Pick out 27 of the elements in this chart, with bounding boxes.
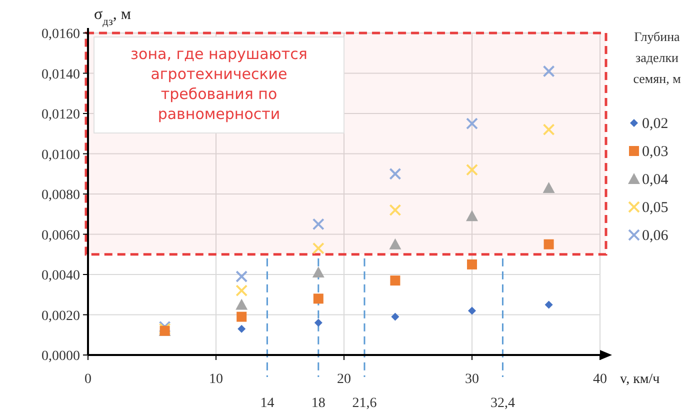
y-axis-title: σ$_{дз}$, м [94,6,131,28]
y-tick-label: 0,0140 [42,67,80,82]
x-tick-label: 40 [593,372,607,387]
ref-line-label: 32,4 [490,396,515,411]
y-tick-label: 0,0040 [42,268,80,284]
legend-label: 0,04 [642,172,669,188]
x-tick-label: 10 [209,372,223,387]
y-tick-label: 0,0020 [42,308,80,324]
x-axis-title: v, км/ч [620,372,660,387]
legend-label: 0,03 [642,144,668,160]
x-tick-label: 20 [337,372,351,387]
ref-line-label: 21,6 [352,396,377,411]
ref-line-label: 18 [311,396,326,411]
y-tick-label: 0,0080 [42,188,80,203]
x-tick-label: 0 [84,372,92,387]
legend-label: 0,05 [642,200,668,216]
legend-label: 0,06 [642,228,669,244]
legend-title: Глубина заделки семян, м [633,29,681,86]
y-tick-label: 0,0100 [42,148,80,163]
y-tick-label: 0,0160 [42,27,80,42]
band-label: зона, где нарушаются агротехнические требования по равномерности [130,45,308,123]
ref-line-label: 14 [260,396,274,411]
legend-label: 0,02 [642,116,668,132]
y-tick-label: 0,0120 [42,108,80,122]
y-tick-label: 0,0060 [42,228,80,244]
x-tick-label: 30 [465,372,479,387]
y-tick-label: 0,0000 [42,349,80,364]
